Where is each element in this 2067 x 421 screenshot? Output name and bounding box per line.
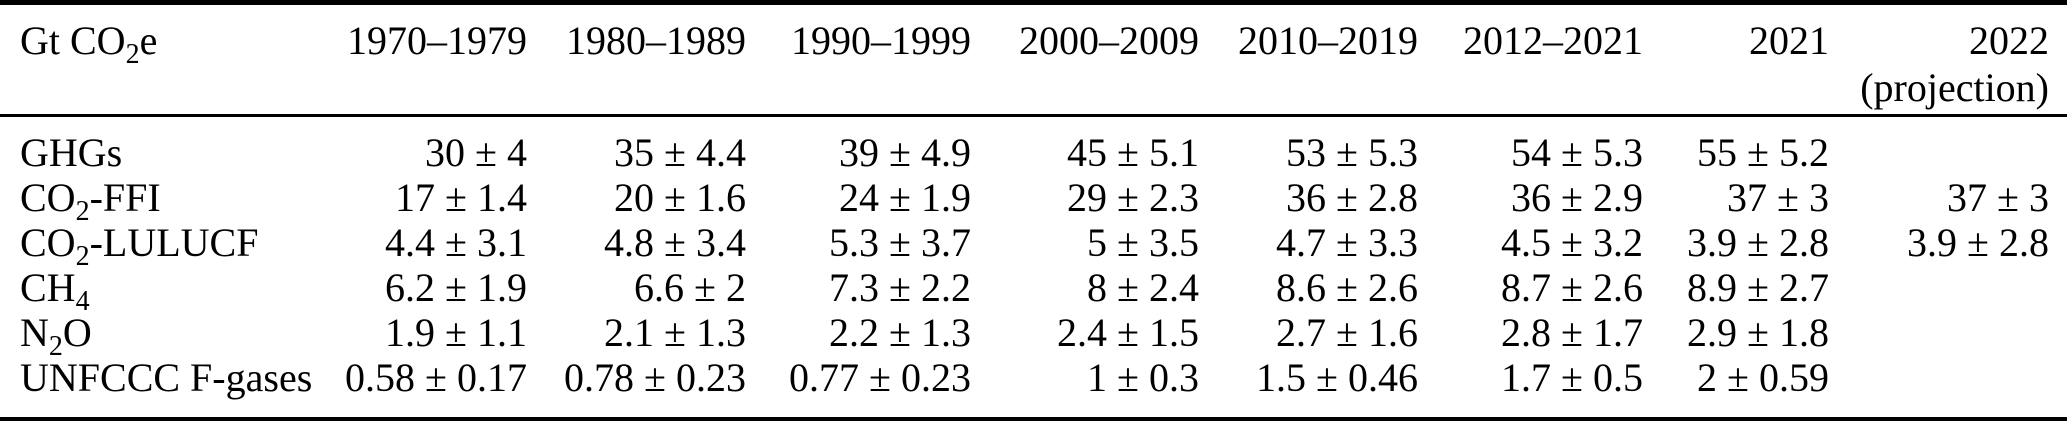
- row-label-co2-ffi: CO2-FFI: [0, 174, 330, 226]
- value-cell: 8.9 ± 2.7: [1687, 264, 1829, 310]
- emissions-table: Gt CO2e 1970–1979 1980–1989 1990–1999 20…: [0, 5, 2067, 416]
- row-label-suffix: -FFI: [89, 174, 161, 220]
- column-header-1990-1999: 1990–1999: [746, 5, 971, 117]
- value-cell: 35 ± 4.4: [614, 129, 746, 175]
- value-cell: [1829, 115, 2067, 175]
- value-cell: 4.5 ± 3.2: [1501, 219, 1643, 265]
- row-label-text: GHGs: [20, 129, 123, 175]
- value-cell: 24 ± 1.9: [839, 174, 971, 220]
- row-label-suffix: -LULUCF: [89, 219, 259, 265]
- value-cell: 0.58 ± 0.17: [345, 354, 527, 400]
- value-cell: 2 ± 0.59: [1697, 354, 1829, 400]
- column-header-2021: 2021: [1643, 5, 1829, 117]
- table-row-co2-ffi: CO2-FFI 17 ± 1.4 20 ± 1.6 24 ± 1.9 29 ± …: [0, 174, 2067, 226]
- value-cell: 53 ± 5.3: [1286, 129, 1418, 175]
- value-cell: 55 ± 5.2: [1697, 129, 1829, 175]
- row-label-text: UNFCCC F-gases: [20, 354, 313, 400]
- value-cell: 20 ± 1.6: [614, 174, 746, 220]
- value-cell: 7.3 ± 2.2: [829, 264, 971, 310]
- unit-header-suffix: e: [139, 18, 158, 63]
- table-row-co2-lulucf: CO2-LULUCF 4.4 ± 3.1 4.8 ± 3.4 5.3 ± 3.7…: [0, 219, 2067, 271]
- value-cell: 4.7 ± 3.3: [1276, 219, 1418, 265]
- value-cell: 17 ± 1.4: [395, 174, 527, 220]
- value-cell: 2.7 ± 1.6: [1276, 309, 1418, 355]
- row-label-unfccc-f-gases: UNFCCC F-gases: [0, 355, 330, 416]
- table-row-unfccc-f-gases: UNFCCC F-gases 0.58 ± 0.17 0.78 ± 0.23 0…: [0, 355, 2067, 416]
- value-cell: 2.1 ± 1.3: [604, 309, 746, 355]
- row-label-text: N: [20, 309, 49, 355]
- value-cell: 1.9 ± 1.1: [385, 309, 527, 355]
- header-row: Gt CO2e 1970–1979 1980–1989 1990–1999 20…: [0, 5, 2067, 117]
- value-cell: 39 ± 4.9: [839, 129, 971, 175]
- value-cell: [1829, 355, 2067, 416]
- value-cell: 8.7 ± 2.6: [1501, 264, 1643, 310]
- value-cell: 2.8 ± 1.7: [1501, 309, 1643, 355]
- unit-header-text: Gt CO: [20, 18, 126, 63]
- value-cell: 8 ± 2.4: [1087, 264, 1199, 310]
- column-header-2010-2019: 2010–2019: [1199, 5, 1418, 117]
- table-row-n2o: N2O 1.9 ± 1.1 2.1 ± 1.3 2.2 ± 1.3 2.4 ± …: [0, 309, 2067, 361]
- value-cell: 6.2 ± 1.9: [385, 264, 527, 310]
- value-cell: 2.9 ± 1.8: [1687, 309, 1829, 355]
- value-cell: [1829, 265, 2067, 310]
- value-cell: 45 ± 5.1: [1067, 129, 1199, 175]
- value-cell: 6.6 ± 2: [634, 264, 746, 310]
- unit-header-subscript: 2: [125, 39, 140, 70]
- column-header-2000-2009: 2000–2009: [971, 5, 1199, 117]
- value-cell: 30 ± 4: [425, 129, 527, 175]
- value-cell: [1829, 310, 2067, 355]
- column-header-1970-1979: 1970–1979: [330, 5, 527, 117]
- table-row-ch4: CH4 6.2 ± 1.9 6.6 ± 2 7.3 ± 2.2 8 ± 2.4 …: [0, 264, 2067, 316]
- row-label-text: CH: [20, 264, 76, 310]
- value-cell: 37 ± 3: [1947, 174, 2049, 220]
- row-label-ghgs: GHGs: [0, 115, 330, 175]
- value-cell: 4.8 ± 3.4: [604, 219, 746, 265]
- value-cell: 1.7 ± 0.5: [1501, 354, 1643, 400]
- value-cell: 54 ± 5.3: [1511, 129, 1643, 175]
- row-label-n2o: N2O: [0, 309, 330, 361]
- column-header-2022-projection: 2022 (projection): [1829, 5, 2067, 117]
- value-cell: 5 ± 3.5: [1087, 219, 1199, 265]
- column-header-2022-year: 2022: [1969, 18, 2049, 63]
- column-header-1980-1989: 1980–1989: [527, 5, 746, 117]
- value-cell: 29 ± 2.3: [1067, 174, 1199, 220]
- row-label-co2-lulucf: CO2-LULUCF: [0, 219, 330, 271]
- value-cell: 4.4 ± 3.1: [385, 219, 527, 265]
- row-label-subscript: 2: [75, 195, 90, 227]
- value-cell: 37 ± 3: [1727, 174, 1829, 220]
- value-cell: 36 ± 2.8: [1286, 174, 1418, 220]
- value-cell: 3.9 ± 2.8: [1687, 219, 1829, 265]
- row-label-subscript: 2: [75, 240, 90, 272]
- row-label-suffix: O: [62, 309, 92, 355]
- value-cell: 8.6 ± 2.6: [1276, 264, 1418, 310]
- value-cell: 2.4 ± 1.5: [1057, 309, 1199, 355]
- row-label-text: CO: [20, 219, 76, 265]
- row-label-subscript: 4: [75, 285, 90, 317]
- row-label-subscript: 2: [48, 330, 63, 362]
- value-cell: 5.3 ± 3.7: [829, 219, 971, 265]
- value-cell: 36 ± 2.9: [1511, 174, 1643, 220]
- column-header-projection-label: (projection): [1860, 65, 2049, 110]
- table-row-ghgs: GHGs 30 ± 4 35 ± 4.4 39 ± 4.9 45 ± 5.1 5…: [0, 115, 2067, 175]
- column-header-2012-2021: 2012–2021: [1418, 5, 1643, 117]
- value-cell: 2.2 ± 1.3: [829, 309, 971, 355]
- unit-header: Gt CO2e: [0, 5, 330, 117]
- value-cell: 1.5 ± 0.46: [1256, 354, 1418, 400]
- value-cell: 1 ± 0.3: [1087, 354, 1199, 400]
- row-label-ch4: CH4: [0, 264, 330, 316]
- row-label-text: CO: [20, 174, 76, 220]
- value-cell: 3.9 ± 2.8: [1907, 219, 2049, 265]
- value-cell: 0.77 ± 0.23: [789, 354, 971, 400]
- value-cell: 0.78 ± 0.23: [564, 354, 746, 400]
